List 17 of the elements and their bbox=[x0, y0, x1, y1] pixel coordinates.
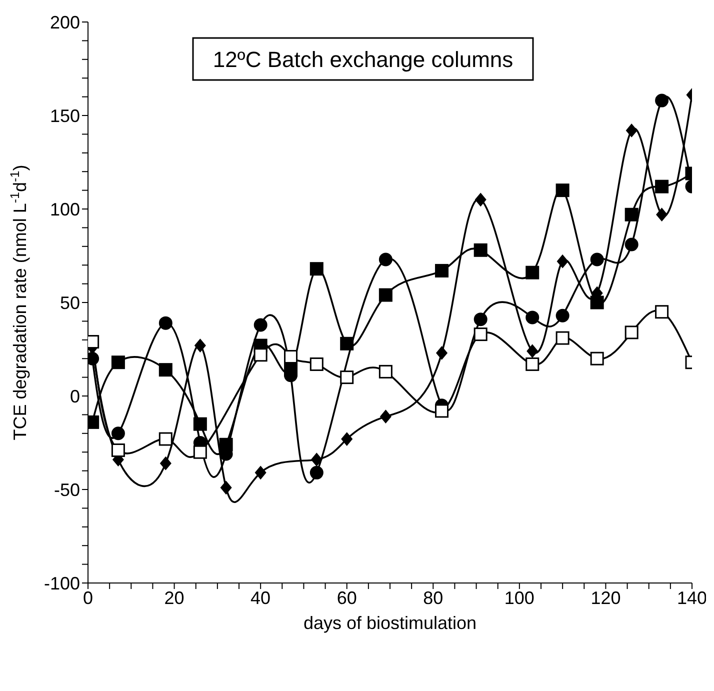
y-tick-label: 200 bbox=[50, 12, 80, 32]
y-tick-label: 50 bbox=[60, 292, 80, 313]
y-tick-label: 150 bbox=[50, 106, 80, 126]
x-axis-title: days of biostimulation bbox=[303, 613, 477, 633]
x-tick-label: 80 bbox=[423, 588, 444, 608]
y-tick-label: -50 bbox=[54, 480, 80, 500]
y-tick-label: 0 bbox=[70, 386, 80, 406]
x-tick-label: 40 bbox=[250, 588, 271, 608]
x-tick-label: 60 bbox=[336, 588, 357, 608]
y-tick-label: 100 bbox=[50, 199, 80, 220]
y-tick-label: -100 bbox=[44, 573, 80, 594]
x-tick-label: 140 bbox=[676, 588, 708, 608]
x-tick-label: 120 bbox=[590, 588, 621, 608]
x-tick-label: 0 bbox=[82, 588, 94, 608]
x-tick-label: 20 bbox=[164, 588, 184, 608]
x-tick-label: 100 bbox=[504, 588, 534, 608]
text: 12ºC Batch exchange columns bbox=[212, 47, 514, 72]
